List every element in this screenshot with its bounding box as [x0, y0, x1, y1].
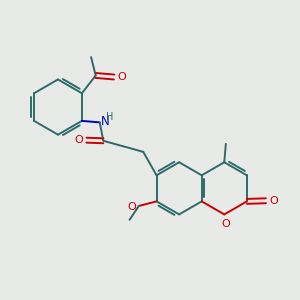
Text: O: O	[269, 196, 278, 206]
Text: O: O	[221, 219, 230, 229]
Text: O: O	[75, 135, 83, 145]
Text: H: H	[106, 112, 114, 122]
Text: N: N	[100, 115, 109, 128]
Text: O: O	[128, 202, 136, 212]
Text: O: O	[117, 72, 126, 82]
